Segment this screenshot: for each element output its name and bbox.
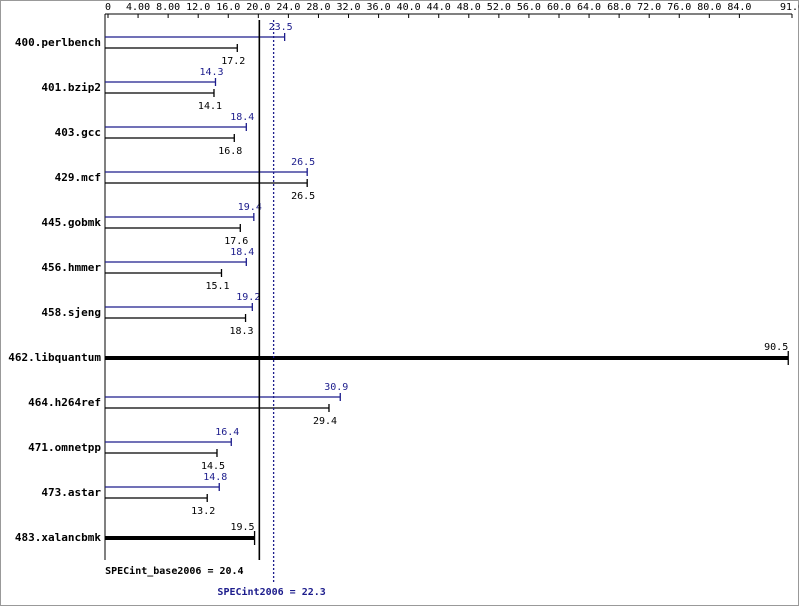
value-label: 26.5	[291, 157, 315, 168]
value-label: 90.5	[764, 342, 788, 353]
category-label: 400.perlbench	[15, 36, 101, 49]
value-label: 18.4	[230, 247, 254, 258]
x-tick-label: 4.00	[126, 2, 150, 13]
x-tick-label: 84.0	[727, 2, 751, 13]
value-label: 26.5	[291, 191, 315, 202]
x-tick-label: 16.0	[216, 2, 240, 13]
x-tick-label: 52.0	[487, 2, 511, 13]
category-label: 458.sjeng	[41, 306, 101, 319]
value-label: 19.5	[230, 522, 254, 533]
x-tick-label: 76.0	[667, 2, 691, 13]
value-label: 14.5	[201, 461, 225, 472]
category-label: 403.gcc	[55, 126, 101, 139]
x-tick-label: 60.0	[547, 2, 571, 13]
value-label: 14.8	[203, 472, 227, 483]
reference-label: SPECint_base2006 = 20.4	[105, 565, 243, 577]
category-label: 473.astar	[41, 486, 101, 499]
x-tick-label: 0	[105, 2, 111, 13]
category-label: 462.libquantum	[8, 351, 101, 364]
category-label: 445.gobmk	[41, 216, 101, 229]
value-label: 14.1	[198, 101, 222, 112]
value-label: 16.8	[218, 146, 242, 157]
x-tick-label: 12.0	[186, 2, 210, 13]
x-tick-label: 91.0	[780, 2, 799, 13]
category-label: 483.xalancbmk	[15, 531, 101, 544]
x-tick-label: 20.0	[246, 2, 270, 13]
x-tick-label: 48.0	[457, 2, 481, 13]
category-label: 471.omnetpp	[28, 441, 101, 454]
x-tick-label: 44.0	[427, 2, 451, 13]
value-label: 18.4	[230, 112, 254, 123]
value-label: 23.5	[269, 22, 293, 33]
category-label: 401.bzip2	[41, 81, 101, 94]
x-tick-label: 24.0	[276, 2, 300, 13]
value-label: 15.1	[205, 281, 229, 292]
x-tick-label: 68.0	[607, 2, 631, 13]
category-label: 429.mcf	[55, 171, 101, 184]
x-tick-label: 72.0	[637, 2, 661, 13]
x-tick-label: 80.0	[697, 2, 721, 13]
value-label: 13.2	[191, 506, 215, 517]
value-label: 29.4	[313, 416, 337, 427]
x-tick-label: 56.0	[517, 2, 541, 13]
value-label: 14.3	[199, 67, 223, 78]
value-label: 17.2	[221, 56, 245, 67]
x-tick-label: 8.00	[156, 2, 180, 13]
x-tick-label: 40.0	[397, 2, 421, 13]
x-tick-label: 36.0	[367, 2, 391, 13]
category-label: 456.hmmer	[41, 261, 101, 274]
value-label: 17.6	[224, 236, 248, 247]
value-label: 19.4	[238, 202, 262, 213]
value-label: 19.2	[236, 292, 260, 303]
value-label: 16.4	[215, 427, 239, 438]
reference-label: SPECint2006 = 22.3	[217, 586, 325, 598]
x-tick-label: 64.0	[577, 2, 601, 13]
value-label: 30.9	[324, 382, 348, 393]
value-label: 18.3	[230, 326, 254, 337]
x-tick-label: 28.0	[306, 2, 330, 13]
category-label: 464.h264ref	[28, 396, 101, 409]
x-tick-label: 32.0	[336, 2, 360, 13]
